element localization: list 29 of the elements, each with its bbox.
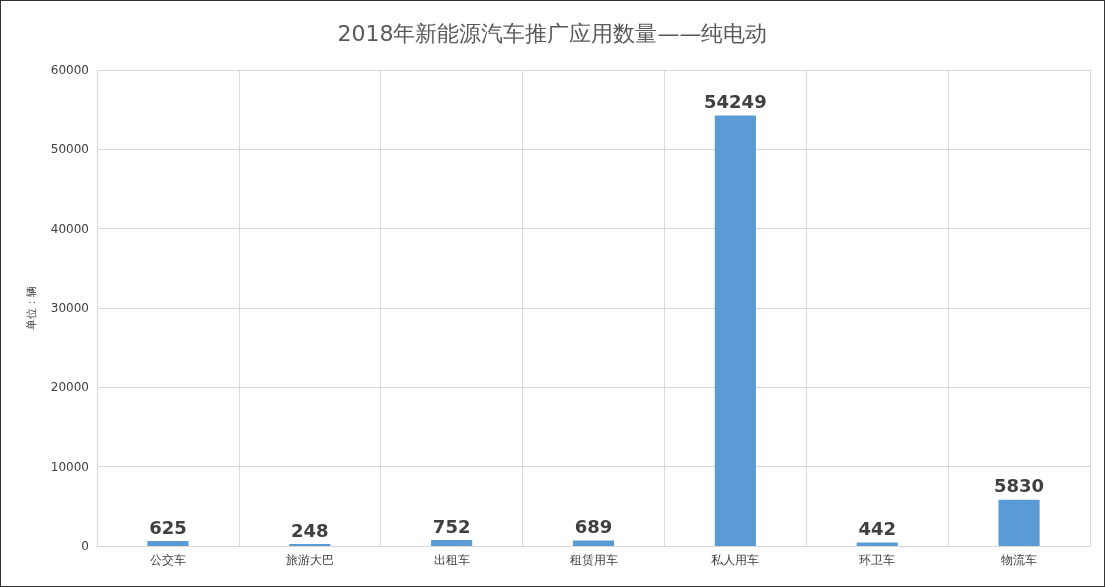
data-label: 5830 bbox=[994, 475, 1045, 497]
data-label: 442 bbox=[858, 517, 896, 539]
y-tick-label: 60000 bbox=[50, 63, 89, 77]
bar bbox=[572, 540, 615, 546]
x-tick-label: 公交车 bbox=[149, 553, 186, 567]
x-tick-label: 环卫车 bbox=[859, 553, 896, 567]
bar bbox=[147, 541, 189, 546]
y-axis-title: 单位：辆 bbox=[25, 286, 38, 330]
chart-title: 2018年新能源汽车推广应用数量——纯电动 bbox=[337, 20, 768, 46]
data-label: 54249 bbox=[704, 91, 767, 113]
x-tick-label: 出租车 bbox=[433, 553, 470, 567]
x-tick-label: 旅游大巴 bbox=[285, 553, 334, 567]
data-label: 625 bbox=[149, 516, 187, 538]
y-tick-label: 40000 bbox=[50, 221, 89, 236]
bar bbox=[431, 540, 473, 546]
y-tick-label: 20000 bbox=[50, 380, 89, 395]
bar bbox=[714, 115, 756, 546]
y-tick-label: 50000 bbox=[50, 142, 89, 157]
y-tick-label: 0 bbox=[81, 539, 89, 553]
bar bbox=[856, 542, 898, 546]
data-label: 248 bbox=[291, 519, 329, 541]
data-label: 752 bbox=[432, 515, 471, 537]
x-tick-label: 私人用车 bbox=[711, 553, 760, 567]
y-tick-label: 30000 bbox=[50, 301, 89, 315]
bar bbox=[998, 499, 1040, 546]
y-tick-label: 10000 bbox=[50, 459, 89, 474]
x-tick-label: 租赁用车 bbox=[569, 553, 618, 567]
data-label: 689 bbox=[574, 516, 613, 538]
x-tick-label: 物流车 bbox=[1001, 553, 1038, 567]
